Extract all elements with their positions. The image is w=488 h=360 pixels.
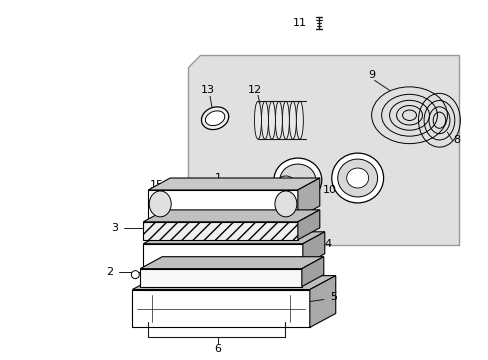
Ellipse shape [279, 164, 315, 196]
Polygon shape [309, 276, 335, 328]
Ellipse shape [131, 271, 139, 279]
Text: 6: 6 [214, 345, 221, 354]
Ellipse shape [282, 101, 289, 139]
Ellipse shape [346, 168, 368, 188]
Ellipse shape [274, 191, 296, 217]
Ellipse shape [149, 191, 171, 217]
Text: 3: 3 [111, 223, 118, 233]
Ellipse shape [254, 101, 261, 139]
Text: 13: 13 [201, 85, 215, 95]
Text: 15: 15 [150, 180, 164, 190]
Ellipse shape [268, 101, 275, 139]
Ellipse shape [296, 101, 303, 139]
Ellipse shape [331, 153, 383, 203]
Ellipse shape [337, 159, 377, 197]
Polygon shape [132, 289, 309, 328]
Polygon shape [297, 178, 319, 218]
Polygon shape [140, 269, 301, 287]
Text: 12: 12 [247, 85, 262, 95]
Polygon shape [301, 257, 323, 287]
Polygon shape [143, 222, 297, 240]
Ellipse shape [205, 111, 224, 126]
Polygon shape [143, 210, 319, 222]
Polygon shape [143, 232, 324, 244]
Text: 2: 2 [106, 267, 113, 276]
Polygon shape [188, 55, 458, 245]
Text: 1: 1 [214, 173, 221, 183]
Text: 8: 8 [452, 135, 459, 145]
Text: 7: 7 [301, 253, 308, 263]
Text: 4: 4 [324, 239, 331, 249]
Polygon shape [143, 244, 302, 266]
Ellipse shape [261, 101, 268, 139]
Text: 10: 10 [322, 185, 336, 195]
Ellipse shape [273, 158, 321, 202]
Polygon shape [148, 190, 297, 218]
Text: 14: 14 [254, 180, 268, 190]
Polygon shape [302, 232, 324, 266]
Text: 5: 5 [329, 292, 336, 302]
Polygon shape [148, 178, 319, 190]
Ellipse shape [289, 101, 296, 139]
Polygon shape [297, 210, 319, 240]
Polygon shape [132, 276, 335, 289]
Ellipse shape [275, 101, 282, 139]
Text: 9: 9 [367, 71, 374, 80]
Ellipse shape [201, 107, 228, 130]
Text: 11: 11 [292, 18, 306, 28]
Polygon shape [140, 257, 323, 269]
Ellipse shape [275, 176, 295, 194]
